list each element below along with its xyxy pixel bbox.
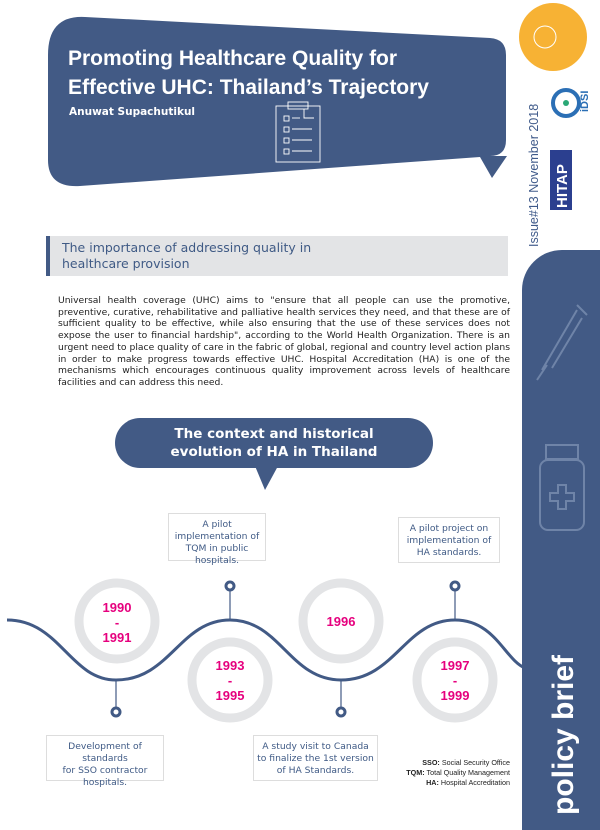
abbreviation-legend: SSO: Social Security Office TQM: Total Q…: [406, 758, 510, 787]
callout-tail: [255, 466, 278, 490]
header-banner: [48, 16, 507, 187]
year-1993-1995: 1993-1995: [215, 658, 245, 703]
section-heading: The importance of addressing quality in h…: [46, 236, 508, 276]
sidebar: [522, 250, 600, 830]
author: Anuwat Supachutikul: [69, 106, 196, 118]
timeline-circles: [74, 578, 498, 723]
ssi-logo: [519, 3, 587, 71]
medicine-bottle-icon: [539, 444, 585, 531]
event-box-1990: Development of standards for SSO contract…: [46, 735, 164, 788]
hitap-logo: HITAP: [550, 150, 572, 210]
idsi-logo: iDSI: [551, 88, 591, 118]
year-1990-1991: 1990-1991: [102, 600, 132, 645]
policy-brief-label: policy brief: [547, 654, 580, 815]
issue-label: Issue#13 November 2018: [527, 103, 541, 247]
svg-text:HITAP: HITAP: [554, 164, 571, 208]
year-1996: 1996: [326, 614, 356, 629]
svg-text:iDSI: iDSI: [579, 91, 591, 112]
event-box-1993: A pilot implementation of TQM in public ho…: [168, 513, 266, 566]
intro-paragraph: Universal health coverage (UHC) aims to …: [58, 295, 510, 388]
timeline-pins: [110, 580, 461, 718]
event-box-1996: A study visit to Canada to finalize the 1…: [253, 735, 378, 781]
event-box-1997: A pilot project on implementation of HA st…: [398, 517, 500, 563]
timeline-callout: The context and historical evolution of H…: [115, 418, 433, 468]
sidebar-icons: [536, 304, 588, 531]
syringe-icon: [536, 304, 588, 381]
clipboard-checklist-icon: [275, 101, 321, 163]
year-1997-1999: 1997-1999: [440, 658, 470, 703]
timeline-wave: [6, 618, 526, 682]
page-title: Promoting Healthcare Quality for Effectiv…: [68, 47, 429, 99]
